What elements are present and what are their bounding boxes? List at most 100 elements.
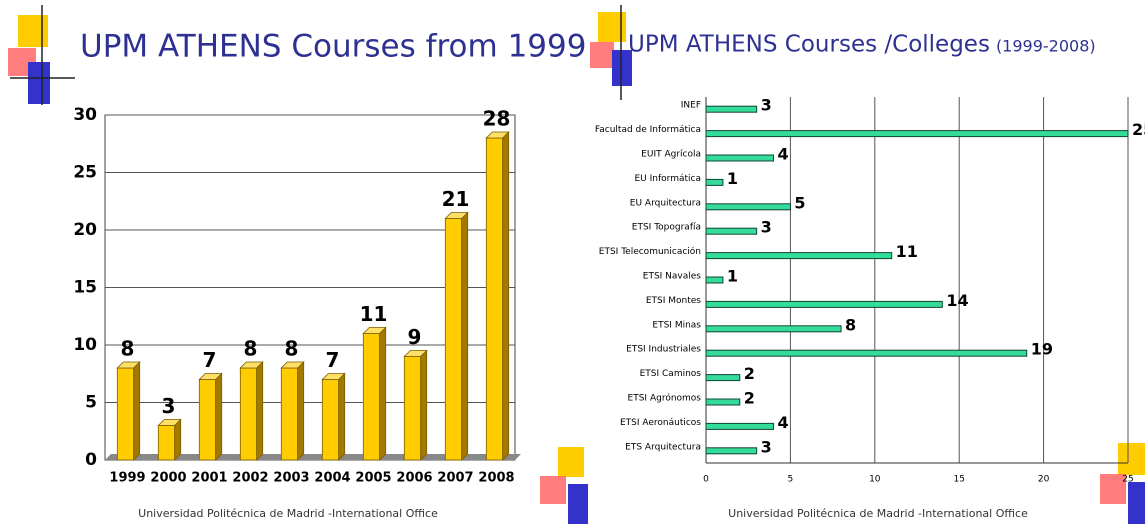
bar — [362, 333, 381, 461]
data-label: 11 — [896, 242, 918, 261]
y-tick-label: ETSI Minas — [652, 320, 701, 330]
y-tick-label: 15 — [73, 278, 97, 298]
data-label: 2 — [744, 389, 755, 408]
x-tick-label: 2001 — [191, 471, 227, 486]
data-label: 25 — [1132, 120, 1145, 139]
x-tick-label: 1999 — [109, 471, 145, 486]
y-tick-label: ETSI Montes — [646, 296, 701, 306]
y-tick-label: 25 — [73, 163, 97, 183]
data-label: 11 — [360, 302, 388, 326]
bar — [705, 130, 1129, 138]
bar — [157, 425, 176, 461]
y-tick-label: ETSI Telecomunicación — [599, 246, 701, 257]
y-tick-label: EU Arquitectura — [630, 198, 701, 208]
bar — [198, 379, 217, 461]
decoration — [8, 5, 1145, 524]
bar — [705, 447, 758, 455]
y-tick-label: INEF — [681, 101, 701, 111]
data-label: 4 — [778, 145, 789, 164]
bar — [485, 137, 504, 461]
x-tick-label: 2000 — [150, 471, 186, 486]
bar — [444, 218, 463, 461]
bar — [705, 252, 893, 260]
x-tick-label: 2005 — [355, 471, 391, 486]
bar — [239, 367, 258, 461]
x-tick-label: 10 — [869, 475, 881, 485]
y-tick-label: 0 — [85, 450, 97, 470]
y-tick-label: Facultad de Informática — [595, 125, 701, 135]
data-label: 14 — [946, 291, 968, 310]
data-label: 7 — [203, 348, 217, 372]
y-tick-label: ETSI Navales — [643, 272, 702, 282]
x-tick-label: 2008 — [478, 471, 514, 486]
y-tick-label: EU Informática — [635, 174, 702, 184]
x-tick-label: 2006 — [396, 471, 432, 486]
data-label: 8 — [285, 337, 299, 361]
data-label: 9 — [408, 325, 422, 349]
bar-side — [133, 361, 141, 461]
data-label: 3 — [761, 437, 772, 456]
bar — [280, 367, 299, 461]
data-label: 2 — [744, 364, 755, 383]
bar-side — [297, 361, 305, 461]
data-label: 19 — [1031, 340, 1053, 359]
data-label: 1 — [727, 169, 738, 188]
data-label: 3 — [761, 218, 772, 237]
bar — [705, 325, 842, 333]
y-tick-label: 20 — [73, 220, 97, 240]
y-tick-label: ETSI Caminos — [640, 369, 702, 379]
y-tick-label: ETSI Aeronáuticos — [620, 418, 701, 428]
x-tick-label: 2004 — [314, 471, 350, 486]
chart-title: UPM ATHENS Courses /Colleges — [628, 32, 990, 58]
data-label: 5 — [794, 193, 805, 212]
bar — [705, 154, 775, 162]
x-tick-label: 0 — [703, 475, 709, 485]
data-label: 4 — [778, 413, 789, 432]
data-label: 7 — [326, 348, 340, 372]
y-tick-label: ETS Arquitectura — [625, 442, 701, 452]
y-tick-label: 5 — [85, 393, 97, 413]
y-tick-label: 10 — [73, 335, 97, 355]
bar-side — [420, 349, 428, 461]
y-tick-label: ETSI Agrónomos — [628, 393, 702, 404]
x-tick-label: 2003 — [273, 471, 309, 486]
bar — [116, 367, 135, 461]
bar-side — [256, 361, 264, 461]
y-tick-label: EUIT Agrícola — [641, 150, 701, 160]
data-label: 21 — [442, 187, 470, 211]
x-tick-label: 2002 — [232, 471, 268, 486]
data-label: 1 — [727, 267, 738, 286]
y-tick-label: ETSI Industriales — [626, 345, 701, 355]
x-tick-label: 5 — [788, 475, 794, 485]
bar — [705, 349, 1028, 357]
footer: Universidad Politécnica de Madrid -Inter… — [728, 507, 1028, 520]
bar — [705, 178, 724, 186]
data-label: 3 — [162, 394, 176, 418]
bar-side — [174, 418, 182, 461]
data-label: 8 — [845, 315, 856, 334]
y-tick-label: ETSI Topografía — [632, 223, 701, 233]
bar — [705, 227, 758, 235]
bar — [705, 203, 791, 211]
bar — [403, 356, 422, 461]
chart-title: UPM ATHENS Courses from 1999 — [80, 29, 586, 65]
bar-side — [215, 372, 223, 461]
bar-side — [338, 372, 346, 461]
data-label: 28 — [483, 107, 511, 131]
bar — [705, 398, 741, 406]
bar — [705, 276, 724, 284]
x-tick-label: 15 — [953, 475, 964, 485]
x-tick-label: 25 — [1122, 475, 1133, 485]
x-tick-label: 2007 — [437, 471, 473, 486]
footer: Universidad Politécnica de Madrid -Inter… — [138, 507, 438, 520]
data-label: 3 — [761, 96, 772, 115]
bar — [705, 105, 758, 113]
bar — [705, 422, 775, 430]
bar-side — [461, 211, 469, 461]
data-label: 8 — [121, 337, 135, 361]
x-tick-label: 20 — [1038, 475, 1050, 485]
bar — [705, 374, 741, 382]
bar-side — [502, 131, 510, 461]
bar — [705, 300, 943, 308]
